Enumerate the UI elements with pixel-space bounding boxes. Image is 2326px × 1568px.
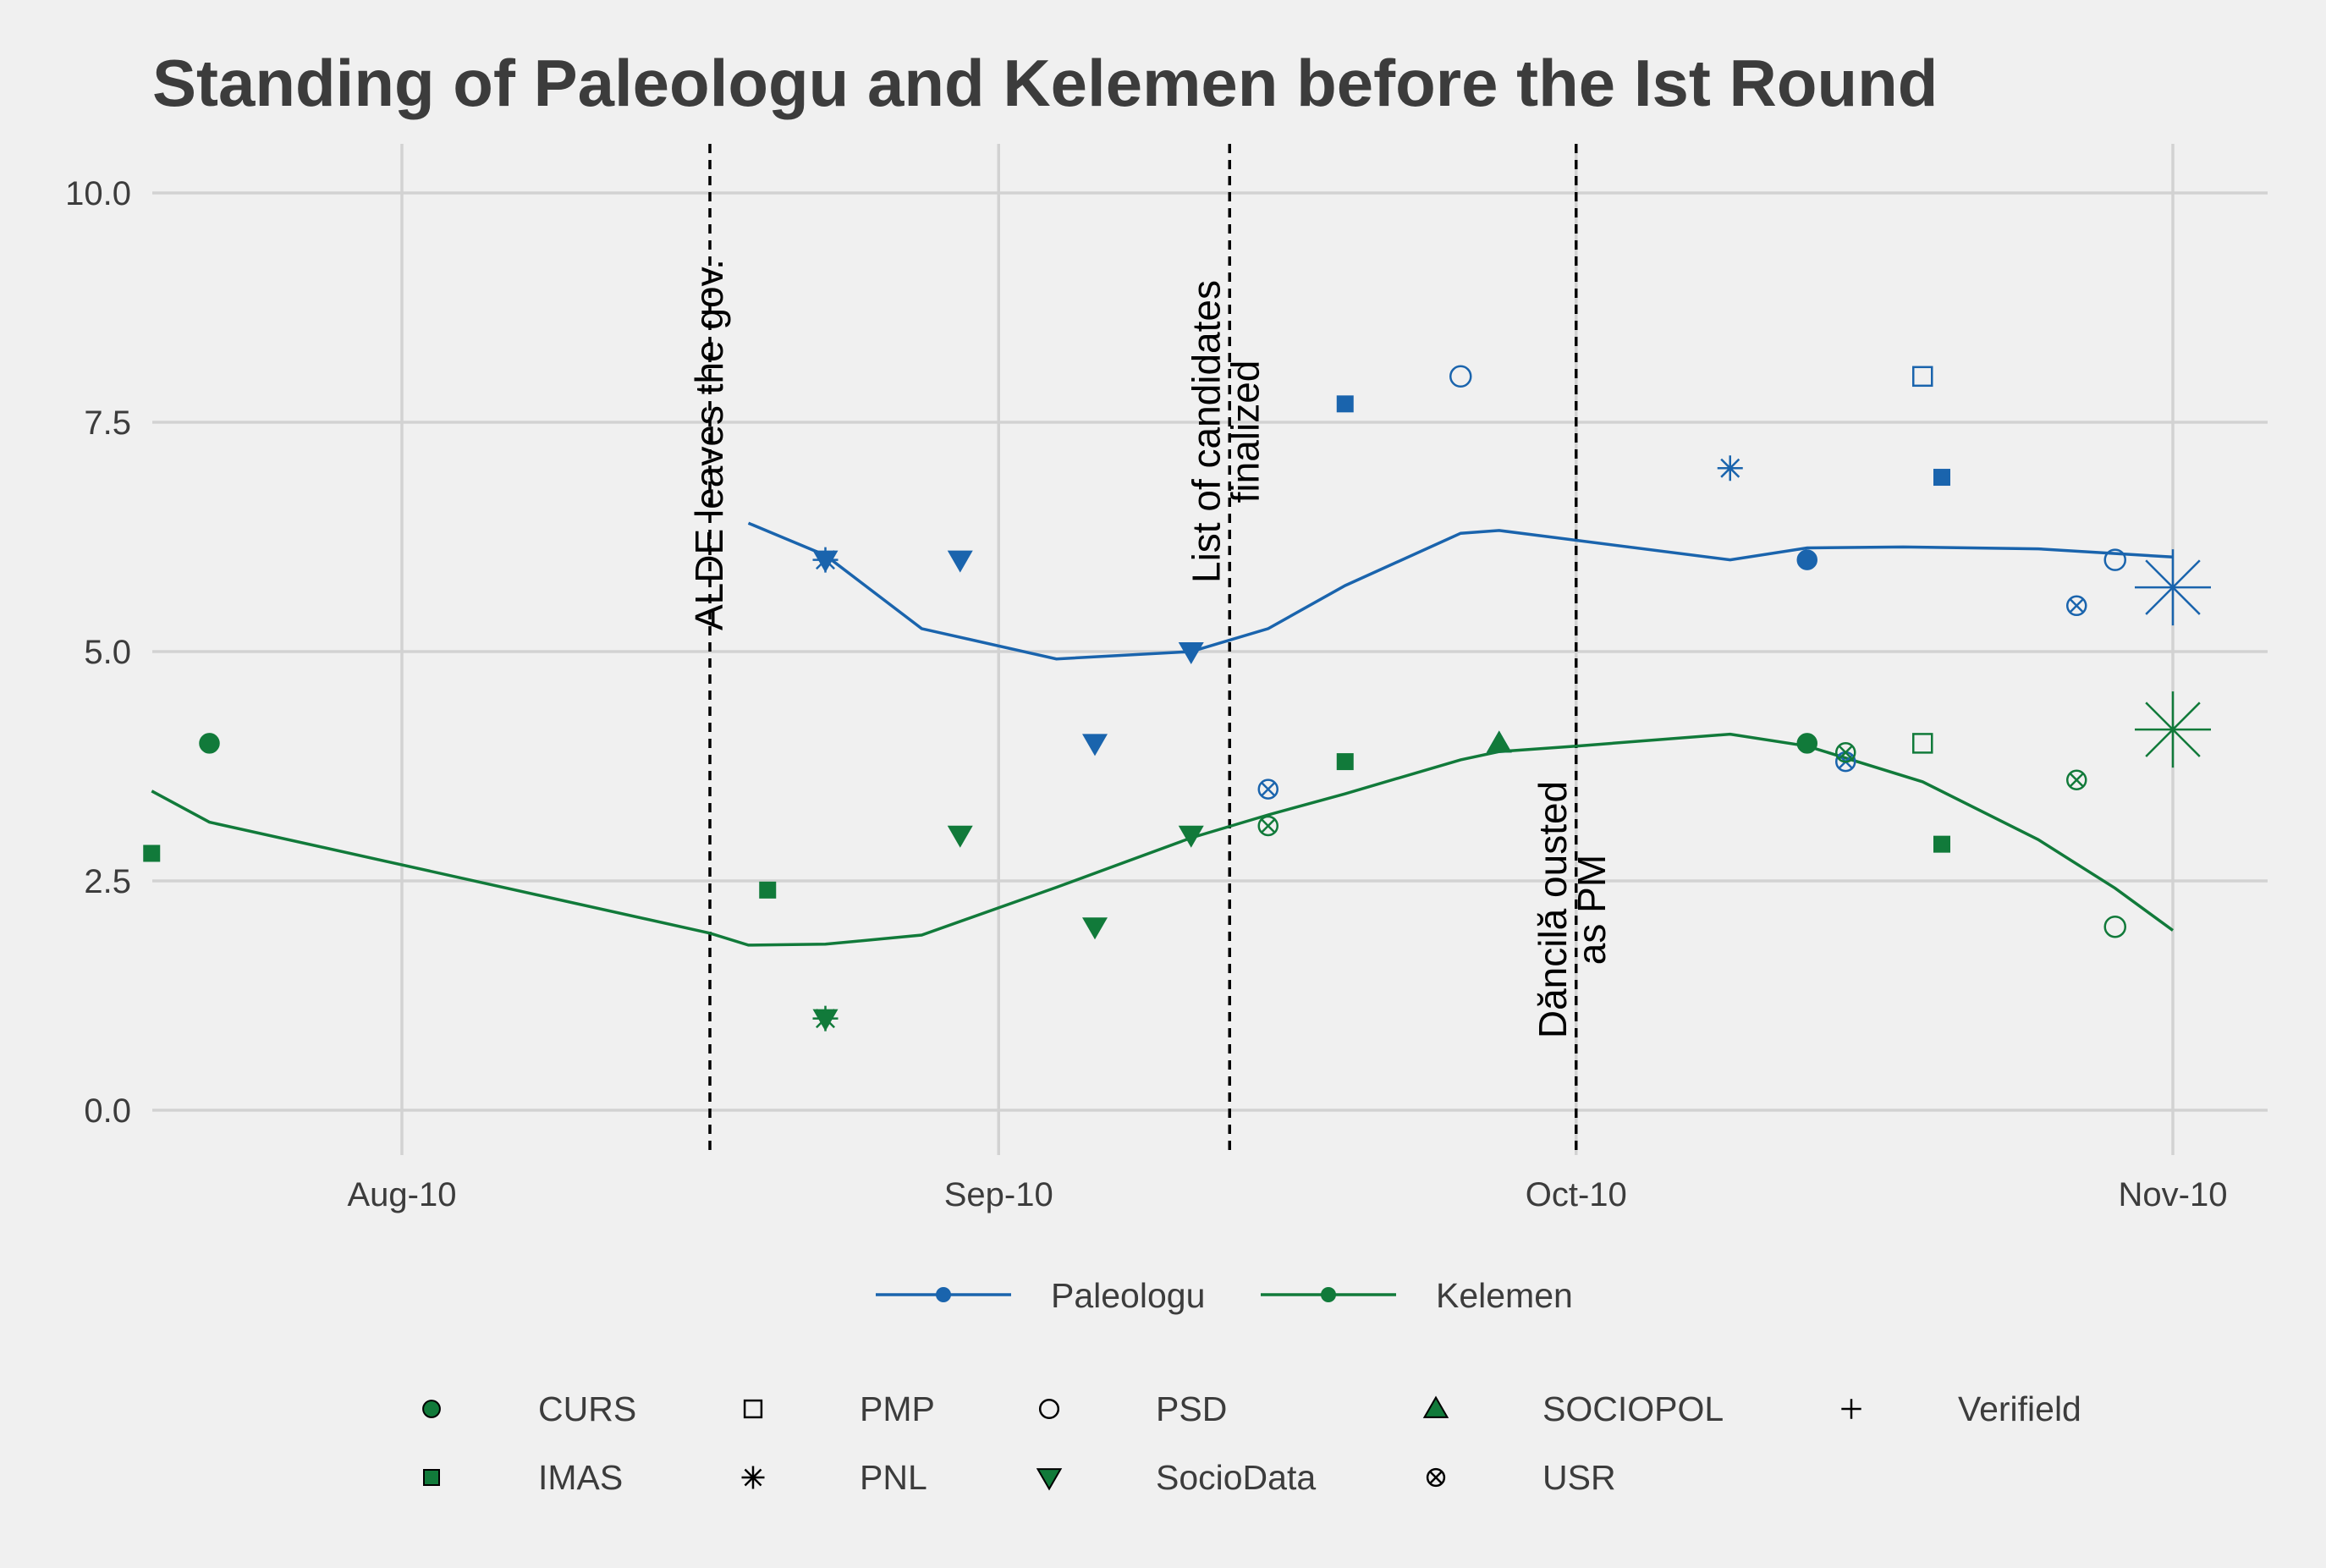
poll-point <box>947 550 973 573</box>
event-label: Dăncilă oustedas PM <box>1531 781 1614 1038</box>
election-marker <box>2135 691 2211 768</box>
poll-point <box>1336 395 1354 413</box>
poll-point <box>1336 753 1354 771</box>
y-tick-label: 10.0 <box>65 175 131 212</box>
poll-point <box>1933 469 1950 487</box>
event-lines: ALDE leaves the gov. List of candidatesfi… <box>687 144 1614 1155</box>
legend-symbol <box>423 1469 440 1486</box>
legend-item-verifield: Verifield <box>1841 1389 2081 1428</box>
legend-symbol <box>1422 1395 1449 1418</box>
x-tick-label: Sep-10 <box>944 1176 1053 1213</box>
legend-item-kelemen: Kelemen <box>1261 1276 1573 1315</box>
poll-points <box>143 365 2211 1032</box>
poll-point <box>2103 915 2126 938</box>
trend-lines <box>151 521 2175 947</box>
legend-symbol <box>422 1400 441 1418</box>
legend-label: SOCIOPOL <box>1542 1389 1724 1428</box>
x-tick-label: Nov-10 <box>2119 1176 2228 1213</box>
poll-point <box>759 881 777 899</box>
legend-item-pmp: PMP <box>743 1389 935 1428</box>
legend-item-paleologu: Paleologu <box>876 1276 1205 1315</box>
legend-label: CURS <box>538 1389 636 1428</box>
legend-item-psd: PSD <box>1038 1389 1227 1428</box>
poll-point <box>947 825 973 848</box>
x-axis-ticks: Aug-10 Sep-10 Oct-10 Nov-10 <box>348 1176 2228 1213</box>
legend-dot <box>1321 1287 1336 1302</box>
legend-item-sociodata: SocioData <box>1036 1458 1316 1497</box>
legend-symbol <box>1038 1398 1060 1420</box>
legend-item-sociopol: SOCIOPOL <box>1422 1389 1724 1428</box>
grid <box>152 144 2268 1155</box>
poll-point <box>1717 455 1743 481</box>
legend-symbol <box>741 1466 765 1489</box>
legend-label: PNL <box>860 1458 927 1497</box>
poll-point <box>1912 733 1933 754</box>
legend-item-curs: CURS <box>422 1389 636 1428</box>
event-label: ALDE leaves the gov. <box>687 259 731 630</box>
poll-point <box>1257 778 1278 800</box>
legend-dot <box>936 1287 951 1302</box>
poll-point <box>1796 549 1817 570</box>
legend-label: SocioData <box>1156 1458 1316 1497</box>
poll-point <box>1449 365 1472 388</box>
poll-point <box>1835 741 1856 763</box>
event-label: List of candidatesfinalized <box>1184 280 1267 583</box>
poll-point <box>812 1009 839 1032</box>
legend-label: Paleologu <box>1051 1276 1205 1315</box>
candidate-legend: Paleologu Kelemen <box>876 1276 1573 1315</box>
y-axis-ticks: 0.0 2.5 5.0 7.5 10.0 <box>65 175 131 1130</box>
legend-label: IMAS <box>538 1458 623 1497</box>
poll-point <box>1257 815 1278 837</box>
poll-point <box>2066 769 2087 791</box>
trend-line-paleologu <box>747 521 2174 661</box>
poll-point <box>199 733 220 754</box>
legend-item-usr: USR <box>1426 1458 1616 1497</box>
poll-point <box>1178 825 1204 848</box>
poll-point <box>1933 835 1950 853</box>
poll-point <box>1178 642 1204 664</box>
poll-point <box>1082 917 1108 940</box>
poll-point <box>1486 730 1512 753</box>
y-tick-label: 7.5 <box>84 404 131 442</box>
election-marker <box>2135 549 2211 626</box>
legend-symbol <box>743 1399 763 1419</box>
poll-point <box>2103 548 2126 571</box>
y-tick-label: 0.0 <box>84 1092 131 1130</box>
x-tick-label: Aug-10 <box>348 1176 457 1213</box>
poll-point <box>143 845 161 862</box>
legend-label: PMP <box>860 1389 935 1428</box>
legend-item-imas: IMAS <box>423 1458 623 1497</box>
legend-symbol <box>1426 1467 1446 1488</box>
legend-label: PSD <box>1156 1389 1227 1428</box>
x-tick-label: Oct-10 <box>1526 1176 1627 1213</box>
poll-point <box>1796 733 1817 754</box>
trend-line-kelemen <box>151 732 2175 947</box>
legend-label: Verifield <box>1958 1389 2081 1428</box>
poll-point <box>2066 595 2087 617</box>
legend-symbol <box>1036 1468 1063 1491</box>
poll-point <box>1082 734 1108 756</box>
y-tick-label: 5.0 <box>84 634 131 671</box>
legend-symbol <box>1841 1399 1861 1419</box>
legend-label: USR <box>1542 1458 1616 1497</box>
chart-title: Standing of Paleologu and Kelemen before… <box>152 46 1938 120</box>
y-tick-label: 2.5 <box>84 863 131 900</box>
pollster-legend: CURS IMAS PMP PNL PSD SocioData SOCIOPOL USR Ver… <box>422 1389 2081 1497</box>
poll-point <box>1912 366 1933 388</box>
legend-item-pnl: PNL <box>741 1458 927 1497</box>
poll-point <box>812 550 839 573</box>
legend-label: Kelemen <box>1436 1276 1573 1315</box>
